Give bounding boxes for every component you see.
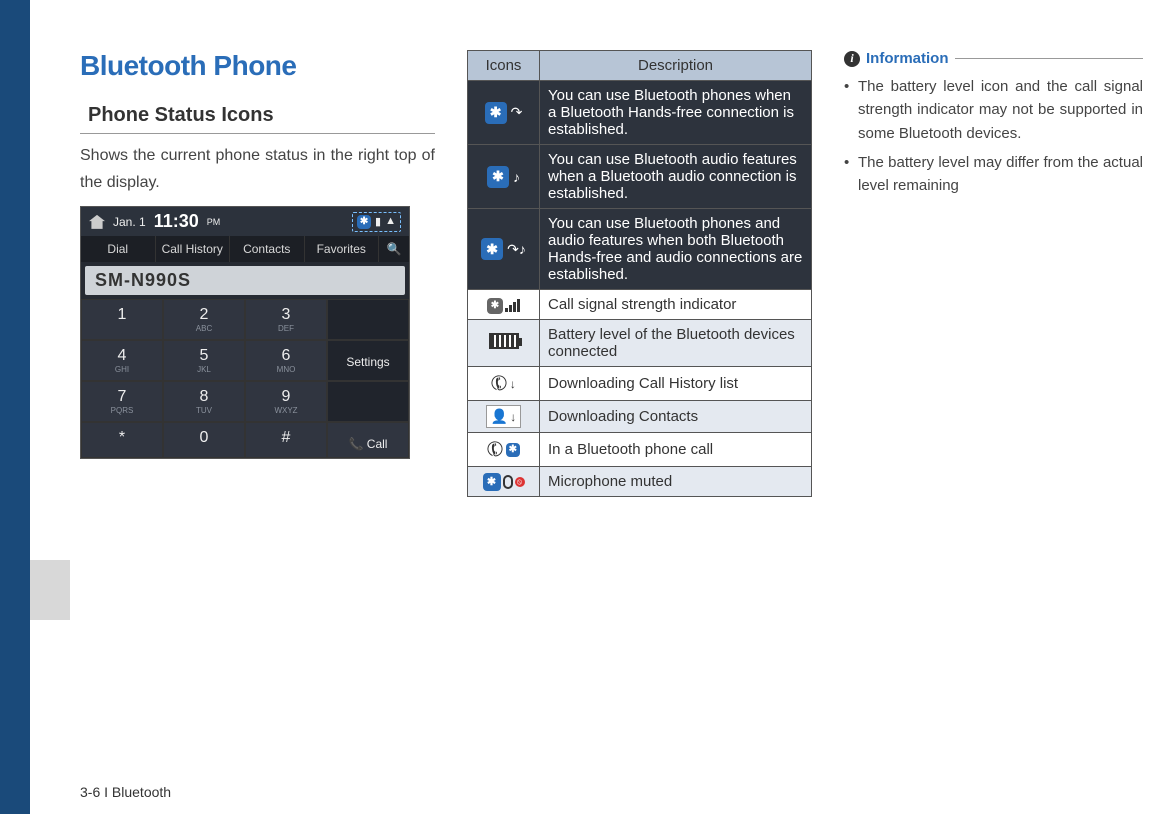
key-star: *: [81, 422, 163, 458]
table-row: ✱♪You can use Bluetooth audio features w…: [468, 145, 812, 209]
key-6: 6MNO: [245, 340, 327, 381]
phone-tab-history: Call History: [156, 236, 231, 262]
phone-status-bar: Jan. 1 11:30 PM ✱ ▮ ▲: [81, 207, 409, 236]
chapter-side-bar: [0, 0, 30, 814]
table-row: 👤↓Downloading Contacts: [468, 401, 812, 433]
info-divider: [955, 58, 1144, 59]
intro-text: Shows the current phone status in the ri…: [80, 142, 435, 196]
page-footer: 3-6 I Bluetooth: [80, 784, 171, 800]
key-3: 3DEF: [245, 299, 327, 340]
key-9: 9WXYZ: [245, 381, 327, 422]
phone-tab-dial: Dial: [81, 236, 156, 262]
key-1: 1: [81, 299, 163, 340]
phone-tab-favorites: Favorites: [305, 236, 380, 262]
information-list: The battery level icon and the call sign…: [844, 75, 1143, 197]
column-left: Bluetooth Phone Phone Status Icons Shows…: [80, 50, 435, 784]
icon-mic-mute: ✱⦸: [468, 467, 540, 497]
table-row: ✱Call signal strength indicator: [468, 290, 812, 320]
table-row: ✱⦸Microphone muted: [468, 467, 812, 497]
phone-device-name: SM-N990S: [85, 266, 405, 295]
column-right: i Information The battery level icon and…: [844, 50, 1143, 784]
phone-screenshot: Jan. 1 11:30 PM ✱ ▮ ▲ Dial Call History …: [80, 206, 410, 459]
phone-ampm: PM: [207, 217, 221, 227]
key-call: 📞 Call: [327, 422, 409, 458]
key-settings: Settings: [327, 340, 409, 381]
phone-tabs: Dial Call History Contacts Favorites 🔍: [81, 236, 409, 262]
phone-keypad: 1 2ABC 3DEF 4GHI 5JKL 6MNO Settings 7PQR…: [81, 299, 409, 458]
information-label: Information: [866, 50, 949, 67]
page-title: Bluetooth Phone: [80, 50, 435, 82]
key-5: 5JKL: [163, 340, 245, 381]
table-row: ✆↓Downloading Call History list: [468, 367, 812, 401]
icon-desc: In a Bluetooth phone call: [540, 433, 812, 467]
key-8: 8TUV: [163, 381, 245, 422]
icon-in-call: ✆✱: [468, 433, 540, 467]
icon-desc: Downloading Contacts: [540, 401, 812, 433]
icon-desc: Downloading Call History list: [540, 367, 812, 401]
icon-dl-history: ✆↓: [468, 367, 540, 401]
icon-desc: You can use Bluetooth audio features whe…: [540, 145, 812, 209]
icon-signal: ✱: [468, 290, 540, 320]
key-blank-2: [327, 381, 409, 422]
page-content: Bluetooth Phone Phone Status Icons Shows…: [80, 50, 1143, 784]
key-0: 0: [163, 422, 245, 458]
icon-desc: You can use Bluetooth phones when a Blue…: [540, 81, 812, 145]
info-icon: i: [844, 51, 860, 67]
information-heading: i Information: [844, 50, 1143, 67]
home-icon: [89, 215, 105, 229]
key-7: 7PQRS: [81, 381, 163, 422]
icon-desc: Microphone muted: [540, 467, 812, 497]
key-4: 4GHI: [81, 340, 163, 381]
icon-bt-hf: ✱↷: [468, 81, 540, 145]
phone-status-icons-highlight: ✱ ▮ ▲: [352, 212, 401, 232]
th-icons: Icons: [468, 51, 540, 81]
phone-tab-search-icon: 🔍: [379, 236, 409, 262]
icon-bt-both: ✱↷♪: [468, 209, 540, 290]
key-blank-1: [327, 299, 409, 340]
phone-date: Jan. 1: [113, 215, 146, 229]
icon-bt-audio: ✱♪: [468, 145, 540, 209]
bluetooth-icon: ✱: [357, 215, 371, 229]
icon-dl-contacts: 👤↓: [468, 401, 540, 433]
section-subtitle: Phone Status Icons: [80, 100, 435, 134]
icon-desc: Battery level of the Bluetooth devices c…: [540, 320, 812, 367]
table-row: ✱↷♪You can use Bluetooth phones and audi…: [468, 209, 812, 290]
icon-desc: You can use Bluetooth phones and audio f…: [540, 209, 812, 290]
key-2: 2ABC: [163, 299, 245, 340]
table-row: Battery level of the Bluetooth devices c…: [468, 320, 812, 367]
key-hash: #: [245, 422, 327, 458]
phone-tab-contacts: Contacts: [230, 236, 305, 262]
info-item-2: The battery level may differ from the ac…: [844, 151, 1143, 198]
table-row: ✆✱In a Bluetooth phone call: [468, 433, 812, 467]
table-row: ✱↷You can use Bluetooth phones when a Bl…: [468, 81, 812, 145]
column-middle: Icons Description ✱↷You can use Bluetoot…: [467, 50, 812, 784]
icons-table: Icons Description ✱↷You can use Bluetoot…: [467, 50, 812, 497]
phone-time: 11:30: [154, 211, 199, 232]
icon-desc: Call signal strength indicator: [540, 290, 812, 320]
signal-icon: ▲: [385, 215, 396, 229]
icon-battery: [468, 320, 540, 367]
page-side-tab: [30, 560, 70, 620]
info-item-1: The battery level icon and the call sign…: [844, 75, 1143, 145]
battery-icon: ▮: [375, 215, 381, 229]
th-description: Description: [540, 51, 812, 81]
